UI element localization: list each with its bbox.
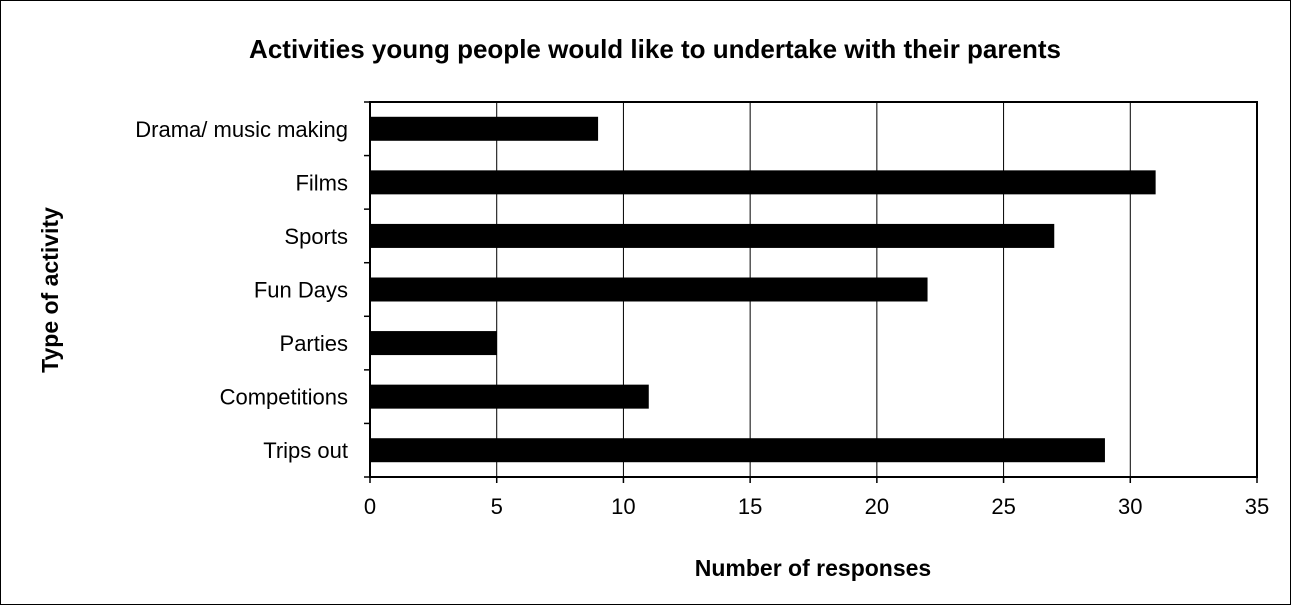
bar (370, 223, 1055, 248)
x-tick-label: 35 (1245, 494, 1269, 519)
y-tick-marks (364, 101, 370, 478)
bar (370, 116, 599, 141)
x-tick-label: 5 (491, 494, 503, 519)
category-label: Fun Days (254, 278, 348, 303)
category-label: Parties (280, 331, 348, 356)
plot-area (364, 101, 1258, 483)
category-label: Drama/ music making (135, 117, 348, 142)
bar (370, 438, 1105, 463)
x-tick-label: 10 (611, 494, 635, 519)
category-label: Competitions (220, 385, 348, 410)
bar (370, 384, 649, 409)
x-tick-marks (369, 477, 1258, 483)
chart-title: Activities young people would like to un… (249, 34, 1061, 64)
category-label: Sports (284, 224, 348, 249)
x-tick-label: 0 (364, 494, 376, 519)
bar (370, 331, 497, 356)
bars (370, 116, 1156, 463)
bar (370, 170, 1156, 195)
x-tick-label: 25 (991, 494, 1015, 519)
category-label: Films (295, 170, 348, 195)
x-axis-title: Number of responses (695, 555, 931, 581)
category-labels: Drama/ music making Films Sports Fun Days Pa… (135, 117, 348, 463)
y-axis-title: Type of activity (37, 207, 63, 373)
x-tick-labels: 0 5 10 15 20 25 30 35 (364, 494, 1269, 519)
bar (370, 277, 928, 302)
x-tick-label: 15 (738, 494, 762, 519)
x-tick-label: 30 (1118, 494, 1142, 519)
category-label: Trips out (263, 438, 348, 463)
x-tick-label: 20 (865, 494, 889, 519)
